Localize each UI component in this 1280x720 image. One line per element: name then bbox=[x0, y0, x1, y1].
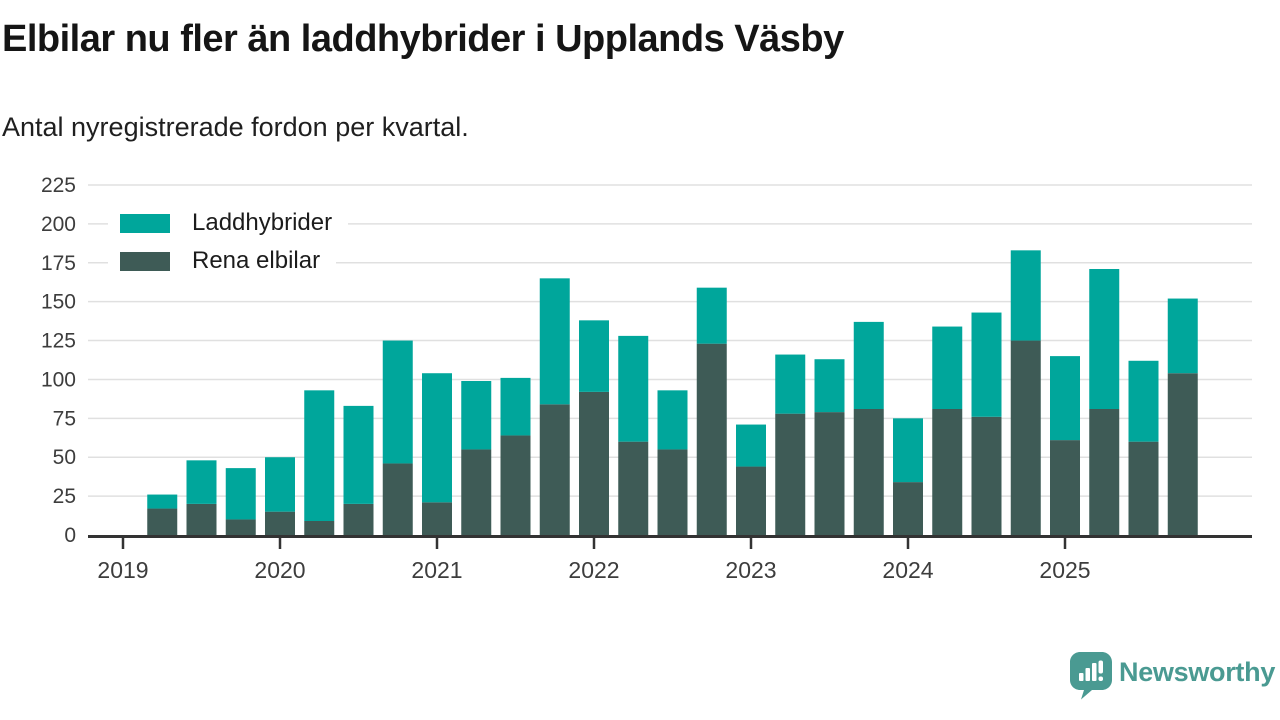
x-tick-label: 2019 bbox=[97, 557, 148, 583]
bar-segment-rena_elbilar-2022-Q3 bbox=[657, 449, 688, 535]
y-tick-label: 125 bbox=[41, 330, 76, 353]
bar-segment-laddhybrider-2020-Q1 bbox=[265, 457, 295, 512]
bar-segment-laddhybrider-2020-Q3 bbox=[343, 405, 374, 504]
bar-segment-rena_elbilar-2024-Q4 bbox=[1010, 340, 1041, 535]
bar-segment-laddhybrider-2021-Q3 bbox=[500, 377, 531, 436]
bar-segment-rena_elbilar-2025-Q4 bbox=[1167, 373, 1198, 535]
bar-segment-rena_elbilar-2019-Q3 bbox=[186, 503, 217, 535]
bar-segment-laddhybrider-2021-Q1 bbox=[422, 373, 452, 503]
legend-label: Laddhybrider bbox=[192, 209, 333, 236]
bar-segment-rena_elbilar-2022-Q4 bbox=[696, 343, 727, 535]
x-tick-label: 2020 bbox=[254, 557, 305, 583]
bar-segment-laddhybrider-2024-Q3 bbox=[971, 312, 1002, 417]
bar-segment-rena_elbilar-2023-Q4 bbox=[853, 409, 884, 535]
x-axis-ticks bbox=[121, 538, 1067, 549]
bar-segment-rena_elbilar-2021-Q3 bbox=[500, 435, 531, 535]
bar-segment-laddhybrider-2019-Q3 bbox=[186, 460, 217, 504]
bar-segment-rena_elbilar-2022-Q1 bbox=[579, 391, 609, 535]
y-tick-label: 150 bbox=[41, 291, 76, 314]
x-tick-label: 2023 bbox=[725, 557, 776, 583]
x-axis-labels: 2019 2020 2021 2022 2023 2024 2025 bbox=[97, 557, 1090, 583]
x-tick-label: 2025 bbox=[1039, 557, 1090, 583]
x-tick-label: 2021 bbox=[411, 557, 462, 583]
newsworthy-logo: Newsworthy bbox=[1070, 652, 1275, 700]
x-tick-label: 2022 bbox=[568, 557, 619, 583]
bar-segment-rena_elbilar-2020-Q4 bbox=[382, 463, 413, 535]
bar-segment-rena_elbilar-2023-Q3 bbox=[814, 412, 845, 535]
bar-segment-rena_elbilar-2025-Q3 bbox=[1128, 441, 1159, 535]
bar-segment-laddhybrider-2021-Q2 bbox=[461, 381, 492, 450]
bar-segment-rena_elbilar-2020-Q1 bbox=[265, 511, 295, 535]
bar-segment-rena_elbilar-2021-Q4 bbox=[539, 404, 570, 535]
bars bbox=[147, 250, 1198, 535]
y-tick-label: 200 bbox=[41, 213, 76, 236]
y-axis-labels: 0 25 50 75 100 125 150 175 200 225 bbox=[41, 174, 76, 547]
bar-segment-rena_elbilar-2020-Q2 bbox=[304, 521, 335, 535]
bar-segment-rena_elbilar-2023-Q1 bbox=[736, 466, 766, 535]
legend-item-rena-elbilar: Rena elbilar bbox=[108, 242, 337, 280]
bar-segment-rena_elbilar-2023-Q2 bbox=[775, 413, 806, 535]
newsworthy-logo-icon bbox=[1070, 652, 1112, 700]
bar-segment-rena_elbilar-2022-Q2 bbox=[618, 441, 649, 535]
y-tick-label: 75 bbox=[53, 407, 76, 430]
bar-segment-rena_elbilar-2025-Q1 bbox=[1050, 440, 1080, 535]
bar-segment-laddhybrider-2023-Q3 bbox=[814, 359, 845, 413]
bar-segment-laddhybrider-2020-Q2 bbox=[304, 390, 335, 521]
bar-segment-rena_elbilar-2025-Q2 bbox=[1089, 409, 1120, 535]
x-tick-label: 2024 bbox=[882, 557, 933, 583]
legend-swatch-laddhybrider-icon bbox=[120, 213, 170, 233]
legend-item-laddhybrider: Laddhybrider bbox=[108, 204, 349, 242]
bar-segment-laddhybrider-2025-Q1 bbox=[1050, 356, 1080, 441]
bar-segment-laddhybrider-2025-Q4 bbox=[1167, 298, 1198, 374]
y-tick-label: 25 bbox=[53, 485, 76, 508]
bar-segment-laddhybrider-2023-Q2 bbox=[775, 354, 806, 414]
bar-segment-rena_elbilar-2024-Q3 bbox=[971, 416, 1002, 535]
bar-segment-laddhybrider-2019-Q2 bbox=[147, 494, 178, 509]
bar-segment-laddhybrider-2025-Q2 bbox=[1089, 269, 1120, 409]
bar-segment-rena_elbilar-2024-Q1 bbox=[893, 482, 923, 535]
bar-segment-laddhybrider-2023-Q4 bbox=[853, 321, 884, 409]
bar-segment-rena_elbilar-2020-Q3 bbox=[343, 503, 374, 535]
bar-segment-laddhybrider-2019-Q4 bbox=[225, 468, 256, 520]
bar-segment-rena_elbilar-2019-Q4 bbox=[225, 519, 256, 535]
x-axis bbox=[88, 535, 1252, 538]
legend-label: Rena elbilar bbox=[192, 247, 321, 274]
bar-segment-rena_elbilar-2021-Q2 bbox=[461, 449, 492, 535]
bar-segment-rena_elbilar-2019-Q2 bbox=[147, 508, 178, 535]
y-tick-label: 100 bbox=[41, 368, 76, 391]
bar-segment-laddhybrider-2020-Q4 bbox=[382, 340, 413, 464]
y-tick-label: 175 bbox=[41, 252, 76, 275]
bar-segment-laddhybrider-2022-Q4 bbox=[696, 287, 727, 344]
page-subtitle: Antal nyregistrerade fordon per kvartal. bbox=[2, 112, 469, 142]
newsworthy-logo-text: Newsworthy bbox=[1119, 657, 1276, 687]
bar-segment-laddhybrider-2024-Q4 bbox=[1010, 250, 1041, 341]
legend: Laddhybrider Rena elbilar bbox=[108, 204, 349, 280]
bar-segment-laddhybrider-2025-Q3 bbox=[1128, 360, 1159, 442]
bar-segment-rena_elbilar-2021-Q1 bbox=[422, 502, 452, 535]
bar-segment-laddhybrider-2021-Q4 bbox=[539, 278, 570, 405]
y-tick-label: 0 bbox=[64, 524, 76, 547]
bar-segment-laddhybrider-2023-Q1 bbox=[736, 424, 766, 467]
page-title: Elbilar nu fler än laddhybrider i Upplan… bbox=[2, 18, 844, 60]
bar-segment-laddhybrider-2022-Q2 bbox=[618, 335, 649, 442]
bar-segment-laddhybrider-2024-Q2 bbox=[932, 326, 963, 409]
legend-swatch-rena-elbilar-icon bbox=[120, 251, 170, 271]
bar-segment-laddhybrider-2022-Q1 bbox=[579, 320, 609, 392]
bar-segment-rena_elbilar-2024-Q2 bbox=[932, 409, 963, 535]
y-tick-label: 50 bbox=[53, 446, 76, 469]
y-tick-label: 225 bbox=[41, 174, 76, 197]
bar-segment-laddhybrider-2022-Q3 bbox=[657, 390, 688, 450]
bar-segment-laddhybrider-2024-Q1 bbox=[893, 418, 923, 483]
